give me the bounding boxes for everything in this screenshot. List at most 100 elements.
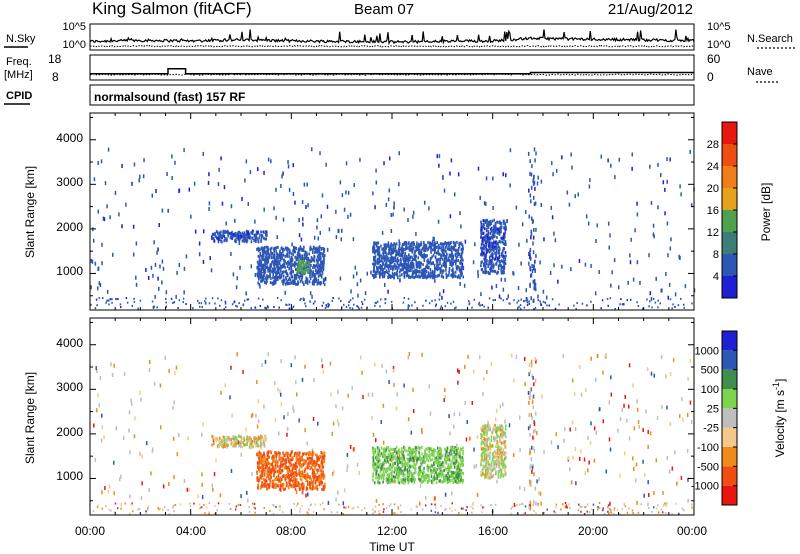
heatmap-cell [323,460,326,464]
heatmap-cell [296,262,298,266]
heatmap-cell [274,246,277,250]
heatmap-cell [379,272,382,276]
heatmap-cell [371,416,373,421]
heatmap-cell [408,245,411,249]
heatmap-cell [348,300,350,303]
heatmap-cell [386,271,389,275]
heatmap-cell [311,471,314,475]
heatmap-cell [262,274,264,278]
heatmap-cell [301,271,303,275]
heatmap-cell [475,463,477,468]
heatmap-cell [101,242,103,247]
heatmap-cell [285,461,287,465]
heatmap-cell [398,151,400,156]
heatmap-cell [274,464,277,468]
heatmap-cell [516,512,518,515]
heatmap-cell [262,477,265,481]
velocity-data [92,352,693,516]
heatmap-cell [654,301,657,304]
heatmap-cell [382,403,385,408]
heatmap-cell [265,479,268,483]
heatmap-cell [310,263,312,267]
heatmap-cell [268,269,271,273]
heatmap-cell [217,238,220,242]
heatmap-cell [290,463,292,467]
heatmap-cell [494,298,496,301]
heatmap-cell [583,457,586,462]
heatmap-cell [291,258,294,262]
heatmap-cell [374,263,376,267]
heatmap-cell [385,253,388,257]
heatmap-cell [341,406,344,411]
heatmap-cell [630,237,632,242]
heatmap-cell [319,503,322,506]
heatmap-cell [213,233,216,237]
heatmap-cell [137,508,139,511]
heatmap-cell [335,404,337,409]
heatmap-cell [294,467,297,471]
heatmap-cell [529,247,532,252]
heatmap-cell [669,422,672,427]
heatmap-cell [260,230,262,234]
heatmap-cell [248,445,251,449]
heatmap-cell [430,242,433,246]
heatmap-cell [290,470,293,474]
heatmap-cell [408,265,410,269]
heatmap-cell [530,199,532,204]
heatmap-cell [456,240,458,244]
heatmap-cell [379,458,381,462]
heatmap-cell [268,253,270,257]
heatmap-cell [394,512,397,515]
heatmap-cell [224,441,226,445]
heatmap-cell [308,456,311,460]
heatmap-cell [237,503,240,506]
heatmap-cell [502,241,505,245]
heatmap-cell [319,255,322,259]
heatmap-cell [437,247,440,251]
heatmap-cell [254,437,256,441]
heatmap-cell [441,257,444,261]
heatmap-cell [96,286,99,291]
heatmap-cell [110,362,112,367]
heatmap-cell [381,272,383,276]
heatmap-cell [317,271,320,275]
heatmap-cell [422,245,425,249]
power-colorbar-label: 20 [707,183,719,195]
heatmap-cell [279,487,281,491]
heatmap-cell [490,222,492,226]
heatmap-cell [394,454,396,458]
heatmap-cell [294,482,297,486]
heatmap-cell [171,175,173,180]
heatmap-cell [293,261,296,265]
heatmap-cell [493,257,496,261]
heatmap-cell [281,456,283,460]
heatmap-cell [382,480,384,484]
heatmap-cell [490,361,493,366]
heatmap-cell [297,254,300,258]
heatmap-cell [668,282,671,287]
heatmap-cell [336,418,339,423]
heatmap-cell [575,481,577,486]
heatmap-cell [111,298,113,301]
heatmap-cell [278,256,280,260]
heatmap-cell [671,466,674,471]
heatmap-cell [278,476,280,480]
heatmap-cell [377,241,380,245]
heatmap-cell [494,227,497,231]
heatmap-cell [506,298,508,301]
heatmap-cell [593,426,596,431]
heatmap-cell [590,263,592,268]
heatmap-cell [429,243,432,247]
heatmap-cell [272,467,275,471]
heatmap-cell [314,249,317,253]
heatmap-cell [609,501,611,506]
heatmap-cell [301,487,304,491]
heatmap-cell [347,505,350,508]
heatmap-cell [211,483,214,488]
heatmap-cell [303,458,305,462]
heatmap-cell [304,255,306,259]
heatmap-cell [135,275,137,280]
heatmap-cell [403,241,406,245]
heatmap-cell [312,511,315,514]
heatmap-cell [543,237,545,242]
